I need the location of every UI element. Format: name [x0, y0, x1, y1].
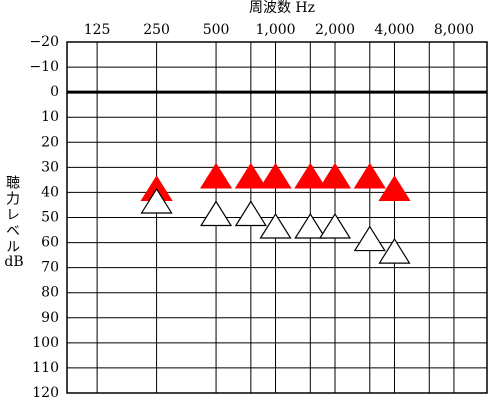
triangle-marker [378, 175, 411, 202]
y-tick-label: −20 [29, 34, 59, 50]
y-tick-label: 0 [50, 84, 59, 100]
x-tick-label: 250 [143, 22, 170, 38]
triangle-marker [234, 200, 267, 227]
y-tick-label: 80 [41, 285, 59, 301]
triangle-marker [294, 212, 327, 239]
x-axis-label: 周波数 Hz [249, 0, 315, 16]
y-tick-label: 110 [32, 360, 59, 376]
x-tick-label: 500 [203, 22, 230, 38]
triangle-marker [318, 212, 352, 239]
y-tick-label: 30 [41, 159, 59, 175]
y-tick-label: 100 [32, 335, 59, 351]
y-tick-label: 50 [41, 210, 59, 226]
triangle-marker [318, 162, 352, 189]
triangle-marker [294, 162, 327, 189]
triangle-marker [353, 225, 386, 252]
triangle-marker [199, 200, 233, 227]
triangle-marker [140, 187, 173, 214]
x-tick-label: 4,000 [374, 22, 414, 38]
y-tick-label: 90 [41, 310, 59, 326]
x-tick-label: 8,000 [434, 22, 474, 38]
y-tick-label: 20 [41, 134, 59, 150]
triangle-marker [353, 162, 386, 189]
y-tick-label: 10 [41, 109, 59, 125]
y-axis-unit: dB [4, 254, 23, 270]
x-tick-label: 2,000 [315, 22, 355, 38]
plot-frame [66, 41, 488, 394]
triangle-marker [378, 237, 411, 264]
y-tick-label: 40 [41, 184, 59, 200]
y-tick-label: 120 [32, 385, 59, 401]
x-tick-label: 1,000 [255, 22, 295, 38]
triangle-marker [259, 212, 292, 239]
y-tick-label: 60 [41, 235, 59, 251]
y-axis-label: 聴力レベル [4, 175, 20, 255]
x-tick-label: 125 [84, 22, 111, 38]
triangle-marker [234, 162, 267, 189]
triangle-marker [199, 162, 233, 189]
y-tick-label: 70 [41, 260, 59, 276]
triangle-marker [259, 162, 292, 189]
y-tick-label: −10 [29, 59, 59, 75]
